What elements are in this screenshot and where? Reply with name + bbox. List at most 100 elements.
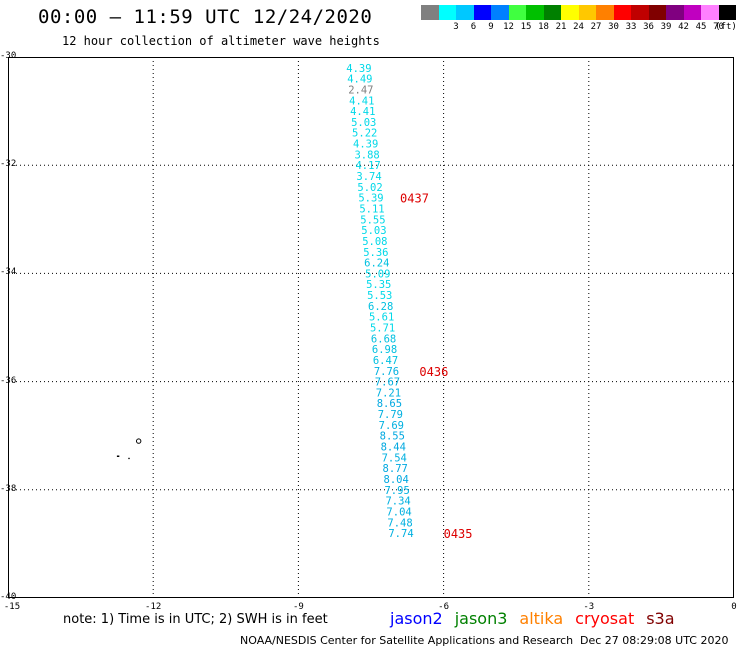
lon-tick-label: 0 [731,602,737,612]
page-subtitle: 12 hour collection of altimeter wave hei… [62,34,380,48]
swh-value-label: 7.48 [387,517,412,529]
legend-swatch [526,5,544,20]
swh-value-label: 5.35 [366,279,391,291]
swh-value-label: 7.76 [374,366,399,378]
swh-value-label: 5.11 [359,203,384,215]
legend-swatch [578,5,596,20]
lat-tick-label: -34 [0,267,17,278]
swh-value-label: 7.54 [382,452,407,464]
pass-time-label: 0436 [419,365,448,379]
swh-value-label: 3.74 [356,171,381,183]
satellite-label: cryosat [575,609,635,628]
color-legend [421,5,736,20]
swh-value-label: 5.03 [351,117,376,129]
swh-value-label: 8.44 [381,442,406,454]
lat-tick-label: -36 [0,375,17,386]
legend-label: 39 [660,22,672,32]
swh-value-label: 6.68 [371,333,396,345]
legend-label: 70 [713,22,724,32]
swh-value-label: 7.79 [378,409,403,421]
legend-swatch [701,5,719,20]
swh-value-label: 7.04 [386,506,411,518]
map-frame [8,57,734,598]
island-shape [135,438,142,444]
swh-value-label: 4.39 [353,139,378,151]
credit-text: NOAA/NESDIS Center for Satellite Applica… [240,634,574,647]
legend-swatch [508,5,526,20]
legend-swatch [631,5,649,20]
swh-value-label: 5.71 [370,323,395,335]
legend-swatch [666,5,684,20]
lat-tick-label: -40 [0,592,17,602]
swh-value-label: 7.21 [376,387,401,399]
legend-swatch [456,5,474,20]
legend-label: 45 [695,22,707,32]
swh-value-label: 6.47 [373,355,398,367]
legend-label: 15 [520,22,532,32]
pass-time-label: 0435 [444,527,473,541]
swh-value-label: 6.28 [368,301,393,313]
swh-value-label: 5.09 [365,268,390,280]
swh-value-label: 4.39 [346,63,371,75]
swh-value-label: 4.17 [355,160,380,172]
legend-label: 6 [470,22,477,32]
legend-label: 12 [503,22,514,32]
legend-label: 36 [643,22,654,32]
legend-label: 33 [625,22,637,32]
pass-time-label: 0437 [400,192,429,206]
lon-tick-label: -9 [292,602,304,612]
swh-value-label: 5.36 [363,247,388,259]
swh-value-label: 5.08 [362,236,387,248]
legend-swatch [438,5,456,20]
satellite-legend: jason2 jason3 altika cryosat s3a [390,609,687,628]
footer-note: note: 1) Time is in UTC; 2) SWH is in fe… [63,612,328,627]
swh-value-label: 7.69 [379,420,404,432]
swh-value-label: 4.41 [349,95,374,107]
lon-tick-label: -12 [145,602,162,612]
satellite-label: s3a [646,609,675,628]
legend-swatch [421,5,439,20]
swh-value-label: 6.24 [364,258,389,270]
swh-value-label: 3.88 [354,149,379,161]
legend-swatch [473,5,491,20]
color-legend-labels: 3 6 9 12 15 18 21 24 27 30 33 36 39 42 45 70 (ft) [421,22,740,34]
lon-tick-label: -15 [3,602,21,612]
swh-value-label: 8.55 [380,431,405,443]
swh-value-label: 4.41 [350,106,375,118]
swh-value-label: 8.04 [384,474,409,486]
legend-label: 30 [608,22,619,32]
swh-value-label: 7.74 [388,528,413,540]
lat-tick-label: -32 [0,159,17,170]
island-shape [128,457,130,460]
swh-value-label: 5.39 [358,193,383,205]
satellite-label: altika [519,609,564,628]
lon-tick-label: -3 [583,602,595,612]
swh-value-label: 5.61 [369,312,394,324]
swh-value-label: 7.67 [375,377,400,389]
swh-value-label: 4.49 [347,74,372,86]
swh-value-label: 5.03 [361,225,386,237]
legend-label: 21 [555,22,567,32]
swh-value-label: 2.47 [348,84,373,96]
generated-timestamp: Dec 27 08:29:08 UTC 2020 [580,634,729,647]
swh-value-label: 8.65 [377,398,402,410]
swh-value-label: 5.02 [357,182,382,194]
legend-swatch [561,5,579,20]
lon-tick-label: -6 [438,602,450,612]
swh-value-label: 7.34 [385,496,410,508]
legend-label: 18 [538,22,549,32]
swh-value-label: 5.55 [360,214,385,226]
legend-swatch [718,5,736,20]
lat-tick-label: -38 [0,483,17,494]
swh-value-label: 5.22 [352,128,377,140]
satellite-label: jason2 [390,609,443,628]
legend-swatch [648,5,666,20]
legend-swatch [543,5,561,20]
swh-value-label: 5.53 [367,290,392,302]
swh-value-label: 8.77 [383,463,408,475]
legend-label: 9 [488,22,494,32]
swh-value-label: 7.95 [384,485,409,497]
swh-value-label: 6.98 [372,344,397,356]
legend-label: 3 [453,22,459,32]
